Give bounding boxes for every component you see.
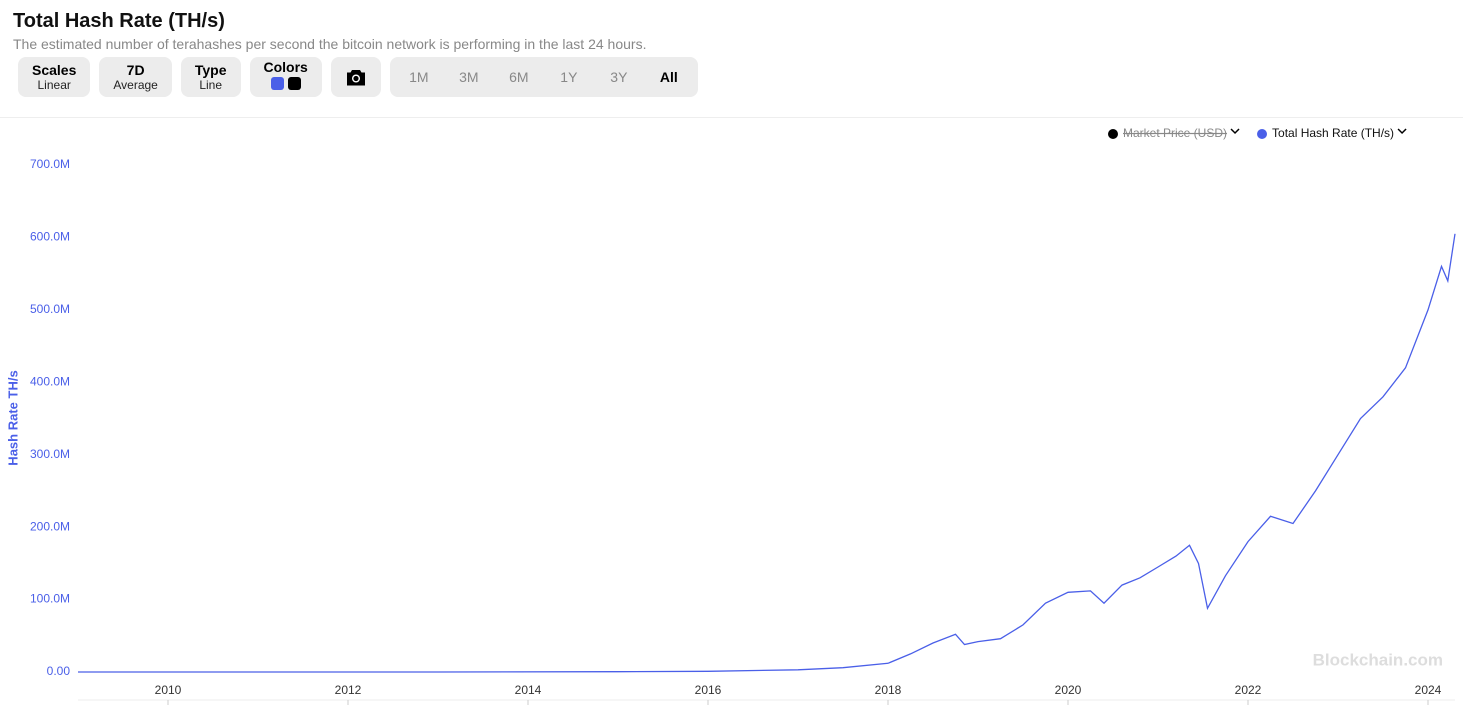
range-button[interactable]: 1Y <box>560 69 578 85</box>
x-tick-label: 2010 <box>155 683 182 697</box>
legend-marker <box>1108 129 1118 139</box>
x-tick-label: 2012 <box>335 683 362 697</box>
color-swatch <box>270 77 284 90</box>
button-sublabel: Linear <box>37 78 71 92</box>
colors-button[interactable]: Colors <box>249 57 322 97</box>
button-sublabel: Line <box>199 78 223 92</box>
button-label: Scales <box>32 62 77 78</box>
legend-marker <box>1257 129 1268 139</box>
y-tick-label: 600.0M <box>30 230 70 244</box>
legend-chevron <box>1230 128 1240 135</box>
y-tick-label: 300.0M <box>30 447 70 461</box>
x-tick-label: 2024 <box>1415 683 1442 697</box>
button-sublabel: Average <box>113 78 158 92</box>
range-button[interactable]: 6M <box>509 69 529 85</box>
data-line <box>78 233 1456 673</box>
y-axis-label: Hash Rate TH/s <box>5 370 20 465</box>
camera-button[interactable] <box>330 57 381 97</box>
toolbar-button[interactable]: Scales Linear <box>18 57 91 97</box>
watermark: Blockchain.com <box>1313 650 1443 669</box>
button-label: 7D <box>126 62 145 78</box>
range-button[interactable]: All <box>659 69 678 85</box>
chart-subtitle: The estimated number of terahashes per s… <box>13 36 647 52</box>
x-tick-label: 2016 <box>695 683 722 697</box>
button-label: Colors <box>263 59 308 75</box>
x-tick-label: 2022 <box>1235 683 1262 697</box>
separator <box>0 117 1463 118</box>
color-swatch <box>287 77 301 90</box>
y-tick-label: 0.00 <box>47 664 71 678</box>
legend-label[interactable]: Market Price (USD) <box>1123 126 1227 140</box>
range-selector: 1M 3M 6M 1Y 3Y All <box>389 57 698 97</box>
x-tick-label: 2020 <box>1055 683 1082 697</box>
y-tick-label: 200.0M <box>30 519 70 533</box>
toolbar-button[interactable]: 7D Average <box>99 57 172 97</box>
y-tick-label: 700.0M <box>30 157 70 171</box>
chart-title: Total Hash Rate (TH/s) <box>13 10 225 32</box>
y-tick-label: 100.0M <box>30 592 70 606</box>
button-label: Type <box>194 62 227 78</box>
y-tick-label: 500.0M <box>30 302 70 316</box>
y-tick-label: 400.0M <box>30 374 70 388</box>
range-button[interactable]: 3Y <box>610 69 628 85</box>
toolbar: Scales Linear 7D Average Type Line Colors 1M 3M 6… <box>18 57 698 97</box>
x-tick-label: 2014 <box>515 683 542 697</box>
toolbar-button[interactable]: Type Line <box>180 57 241 97</box>
swatches <box>269 75 303 95</box>
legend-chevron <box>1397 128 1407 135</box>
camera-icon <box>346 69 365 85</box>
legend-label[interactable]: Total Hash Rate (TH/s) <box>1272 126 1394 140</box>
range-button[interactable]: 1M <box>409 69 429 85</box>
range-button[interactable]: 3M <box>459 69 479 85</box>
x-tick-label: 2018 <box>875 683 902 697</box>
